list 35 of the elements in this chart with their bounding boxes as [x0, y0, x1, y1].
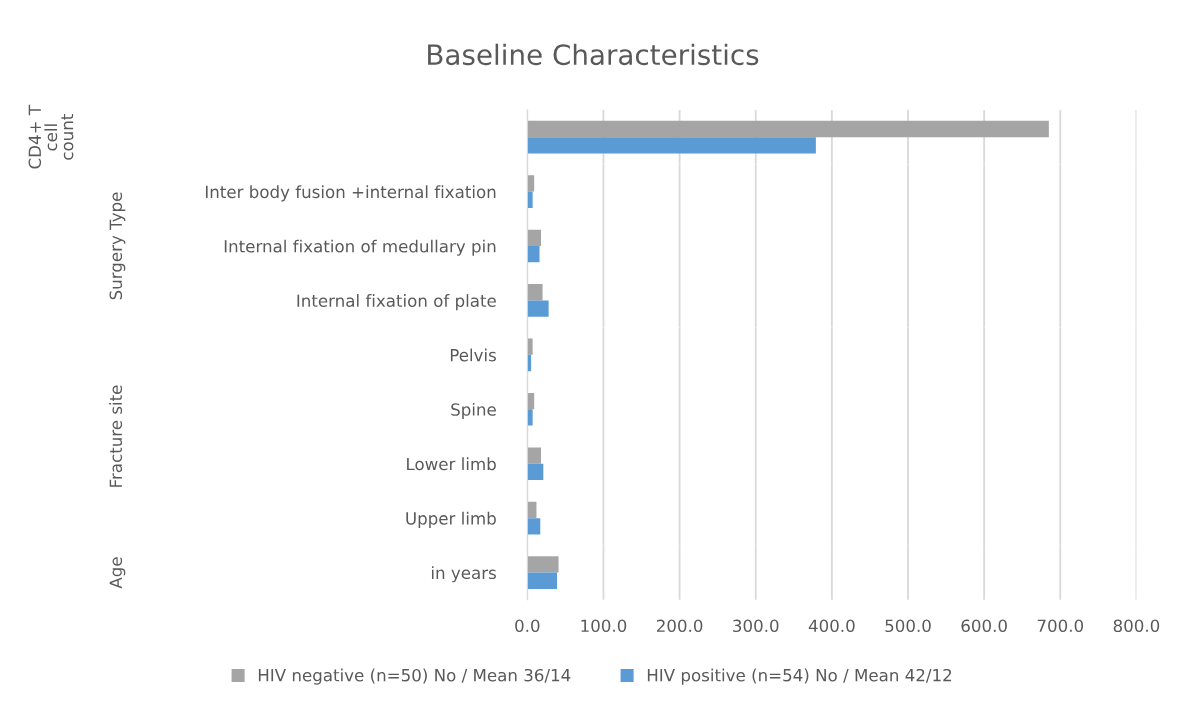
- y-tick-label: Internal fixation of medullary pin: [224, 239, 496, 256]
- y-axis-title: CD4+ T cell count: [28, 104, 74, 169]
- bar: [527, 246, 540, 263]
- y-tick-label: Upper limb: [406, 511, 496, 528]
- y-tick-label: Lower limb: [407, 457, 496, 471]
- x-tick-label: 200.0: [656, 619, 703, 633]
- bar: [527, 191, 533, 208]
- legend-label: HIV negative (n=50) No / Mean 36/14: [258, 668, 571, 685]
- y-tick-label: in years: [431, 566, 496, 583]
- bar: [527, 338, 533, 355]
- x-tick-label: 400.0: [808, 619, 855, 633]
- bar: [527, 284, 543, 301]
- y-tick-label: Spine: [451, 402, 496, 420]
- x-tick-label: 700.0: [1037, 619, 1084, 633]
- y-tick-label: Pelvis: [450, 348, 496, 362]
- x-tick-label: 800.0: [1113, 619, 1160, 633]
- bar: [527, 518, 541, 535]
- x-tick-label: 0.0: [515, 619, 540, 633]
- legend-label: HIV positive (n=54) No / Mean 42/12: [647, 668, 952, 685]
- x-tick-label: 500.0: [885, 619, 931, 633]
- bar: [527, 300, 549, 317]
- bar: [527, 175, 535, 192]
- x-tick-label: 600.0: [961, 619, 1007, 633]
- bar: [527, 463, 544, 481]
- bar: [527, 229, 542, 247]
- y-axis-title: Age: [109, 557, 126, 589]
- bar: [527, 409, 533, 426]
- y-tick-label: Inter body fusion +internal fixation: [205, 185, 496, 202]
- x-tick-label: 300.0: [733, 619, 779, 633]
- bar: [527, 447, 542, 464]
- y-axis-title: Fracture site: [109, 385, 123, 487]
- y-tick-label: Internal fixation of plate: [297, 294, 496, 311]
- chart-title: Baseline Characteristics: [428, 43, 759, 66]
- x-tick-label: 100.0: [581, 619, 627, 633]
- y-axis-title: Surgery Type: [109, 192, 126, 300]
